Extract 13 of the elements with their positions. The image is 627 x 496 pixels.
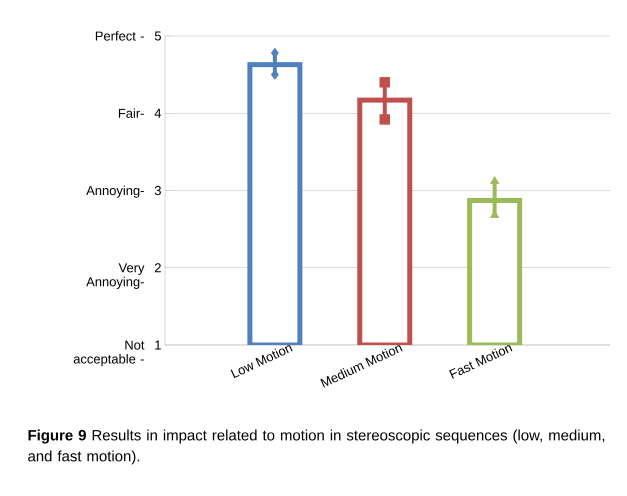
text: Perfect - bbox=[96, 31, 144, 41]
x-tick-label: Fast Motion bbox=[449, 345, 512, 379]
text: Fair- bbox=[118, 108, 144, 118]
y-tick-label: 5 bbox=[154, 31, 161, 41]
y-tick-label: 2 bbox=[154, 263, 161, 272]
text: Not acceptable - bbox=[74, 340, 144, 366]
y-tick-label: 1 bbox=[155, 340, 161, 350]
y-tick-label: 4 bbox=[154, 108, 162, 118]
y-tick-label: 3 bbox=[154, 186, 161, 196]
text: Annoying- bbox=[86, 186, 144, 198]
text: Very Annoying- bbox=[86, 263, 144, 289]
text: Figure 9 Results in impact related to motion in stereoscopic sequences (low, medium, and fast motion). bbox=[28, 430, 604, 464]
x-tick-label: Low Motion bbox=[230, 345, 293, 378]
